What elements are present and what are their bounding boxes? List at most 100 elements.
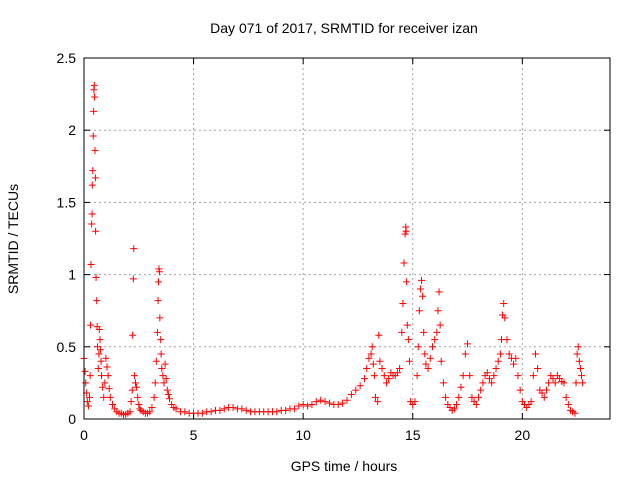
data-point bbox=[375, 331, 383, 339]
x-tick-label: 0 bbox=[80, 427, 88, 443]
data-point bbox=[382, 379, 390, 387]
data-point bbox=[130, 372, 138, 380]
data-point bbox=[95, 325, 103, 333]
data-point bbox=[401, 230, 409, 238]
data-point bbox=[157, 336, 165, 344]
data-point bbox=[363, 364, 371, 372]
data-point bbox=[418, 276, 426, 284]
data-point bbox=[290, 405, 298, 413]
data-point bbox=[133, 383, 141, 391]
data-point bbox=[81, 367, 89, 375]
data-point bbox=[399, 299, 407, 307]
data-point bbox=[317, 396, 325, 404]
data-point bbox=[433, 328, 441, 336]
data-point bbox=[450, 405, 458, 413]
data-point bbox=[151, 379, 159, 387]
data-point bbox=[220, 405, 228, 413]
data-point bbox=[457, 383, 465, 391]
y-tick-label: 2 bbox=[68, 122, 76, 138]
data-point bbox=[128, 386, 136, 394]
data-point bbox=[575, 357, 583, 365]
data-point bbox=[500, 299, 508, 307]
data-point bbox=[402, 227, 410, 235]
y-tick-label: 2.5 bbox=[57, 50, 77, 66]
data-point bbox=[514, 372, 522, 380]
data-point bbox=[571, 409, 579, 417]
data-point bbox=[172, 405, 180, 413]
data-point bbox=[148, 403, 156, 411]
y-axis-label: SRMTID / TECUs bbox=[5, 184, 21, 294]
data-point bbox=[181, 408, 189, 416]
data-point bbox=[308, 401, 316, 409]
data-point bbox=[295, 402, 303, 410]
data-point bbox=[371, 393, 379, 401]
data-point bbox=[155, 278, 163, 286]
x-tick-label: 15 bbox=[405, 427, 421, 443]
chart-title: Day 071 of 2017, SRMTID for receiver iza… bbox=[210, 20, 478, 36]
data-point bbox=[428, 343, 436, 351]
data-point bbox=[488, 379, 496, 387]
data-point bbox=[576, 364, 584, 372]
data-point bbox=[104, 372, 112, 380]
data-point bbox=[404, 336, 412, 344]
data-point bbox=[477, 386, 485, 394]
data-point bbox=[92, 227, 100, 235]
data-point bbox=[91, 146, 99, 154]
data-point bbox=[378, 364, 386, 372]
data-point bbox=[461, 350, 469, 358]
data-point bbox=[87, 260, 95, 268]
data-point bbox=[475, 393, 482, 401]
data-point bbox=[83, 398, 91, 406]
data-point bbox=[459, 372, 467, 380]
data-point bbox=[436, 321, 444, 329]
data-point bbox=[132, 379, 140, 387]
data-point bbox=[82, 379, 90, 387]
data-point bbox=[90, 107, 98, 115]
data-point bbox=[434, 307, 442, 315]
data-point bbox=[562, 393, 570, 401]
data-point bbox=[542, 386, 550, 394]
x-tick-label: 5 bbox=[190, 427, 198, 443]
data-point bbox=[156, 314, 164, 322]
data-point bbox=[273, 408, 281, 416]
data-point bbox=[103, 363, 111, 371]
data-point bbox=[455, 393, 463, 401]
plot-frame bbox=[83, 57, 611, 420]
data-point bbox=[468, 393, 476, 401]
data-point bbox=[352, 386, 360, 394]
data-point bbox=[129, 331, 137, 339]
grid-lines bbox=[84, 58, 610, 419]
data-point bbox=[396, 364, 404, 372]
data-point bbox=[503, 336, 511, 344]
data-point bbox=[91, 93, 99, 101]
data-point bbox=[164, 390, 172, 398]
data-point bbox=[494, 357, 502, 365]
data-point bbox=[538, 389, 546, 397]
y-tick-label: 1.5 bbox=[57, 194, 77, 210]
x-tick-label: 20 bbox=[515, 427, 531, 443]
data-point bbox=[229, 403, 237, 411]
data-point bbox=[490, 372, 498, 380]
x-tick-label: 10 bbox=[295, 427, 311, 443]
data-point bbox=[472, 401, 480, 409]
data-point bbox=[464, 340, 472, 348]
data-point bbox=[574, 343, 582, 351]
data-point bbox=[106, 393, 114, 401]
data-point bbox=[339, 399, 347, 407]
data-point bbox=[439, 379, 447, 387]
data-point bbox=[437, 357, 445, 365]
data-point bbox=[545, 379, 553, 387]
data-point bbox=[134, 393, 142, 401]
data-point bbox=[160, 379, 168, 387]
data-point bbox=[416, 285, 424, 293]
data-point bbox=[165, 395, 173, 403]
data-point bbox=[403, 278, 411, 286]
data-point bbox=[527, 398, 535, 406]
data-point bbox=[127, 398, 135, 406]
data-point bbox=[157, 350, 165, 358]
data-point bbox=[299, 401, 307, 409]
data-point bbox=[85, 393, 93, 401]
data-point bbox=[93, 297, 101, 305]
data-point bbox=[411, 398, 419, 406]
